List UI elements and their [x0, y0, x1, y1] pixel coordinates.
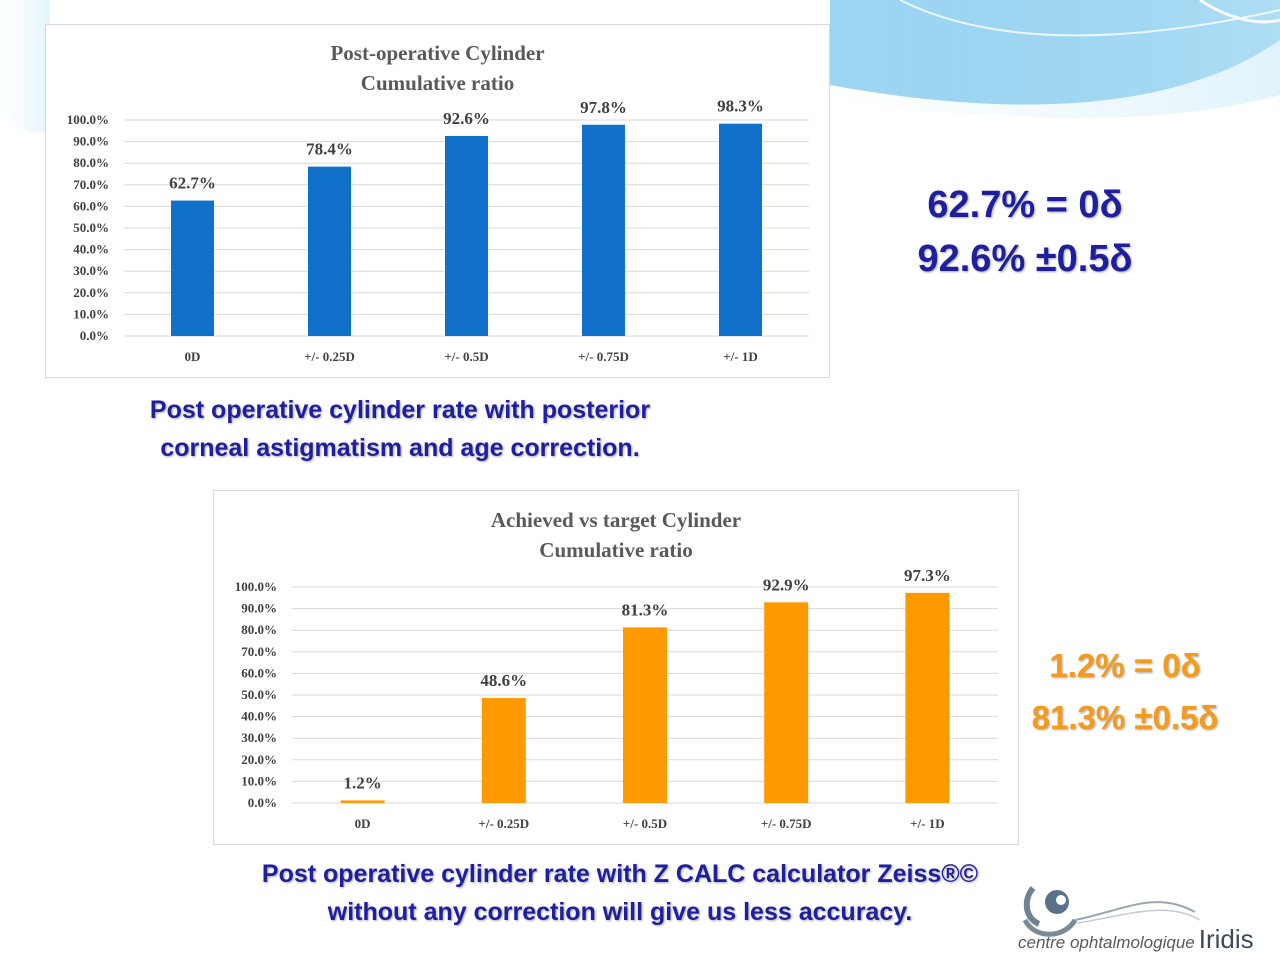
chart2-data-label-3: 81.3% [622, 600, 669, 619]
chart1-y-tick-label: 30.0% [73, 263, 109, 278]
summary-posterior-correction: 62.7% = 0δ 92.6% ±0.5δ [880, 178, 1170, 286]
chart1-bar-4 [582, 124, 625, 336]
chart1-category-label-2: +/- 0.25D [304, 349, 355, 364]
chart1-title-line1: Post-operative Cylinder [330, 41, 544, 65]
chart2-bar-2 [481, 698, 526, 803]
summary2-line2: 81.3% ±0.5δ [1031, 699, 1219, 736]
chart1-bar-3 [445, 135, 488, 336]
chart-achieved-vs-target-cylinder: Achieved vs target Cylinder Cumulative ra… [213, 490, 1019, 845]
chart1-data-label-2: 78.4% [306, 140, 353, 159]
logo-subtitle: centre ophtalmologique [1018, 933, 1195, 952]
chart2-y-tick-label: 50.0% [241, 687, 277, 702]
chart2-bar-3 [623, 627, 667, 803]
chart1-y-tick-label: 50.0% [73, 220, 109, 235]
chart1-svg: Post-operative Cylinder Cumulative ratio 0… [67, 41, 809, 364]
chart2-y-tick-label: 40.0% [241, 709, 277, 724]
chart-post-operative-cylinder: Post-operative Cylinder Cumulative ratio 0… [45, 24, 830, 378]
chart1-bar-5 [719, 123, 762, 336]
summary2-line1: 1.2% = 0δ [1049, 647, 1201, 684]
logo-text: centre ophtalmologique Iridis [1018, 924, 1268, 955]
chart1-category-label-3: +/- 0.5D [444, 349, 488, 364]
chart2-y-tick-label: 20.0% [241, 752, 277, 767]
chart2-bar-5 [905, 592, 950, 803]
summary1-line2: 92.6% ±0.5δ [917, 238, 1133, 280]
chart2-data-label-4: 92.9% [763, 575, 810, 594]
chart2-y-tick-label: 90.0% [241, 601, 277, 616]
chart2-y-tick-label: 0.0% [248, 795, 277, 810]
chart2-title-line1: Achieved vs target Cylinder [491, 508, 741, 532]
chart2-y-tick-label: 10.0% [241, 773, 277, 788]
chart2-svg: Achieved vs target Cylinder Cumulative ra… [235, 508, 998, 831]
chart1-y-tick-label: 20.0% [73, 285, 109, 300]
chart2-caption-line2: without any correction will give us less… [327, 898, 913, 926]
chart1-y-tick-label: 70.0% [73, 177, 109, 192]
chart2-data-label-2: 48.6% [480, 671, 527, 690]
chart2-title-line2: Cumulative ratio [539, 538, 692, 562]
chart2-category-label-5: +/- 1D [910, 816, 945, 831]
chart1-y-tick-label: 10.0% [73, 306, 109, 321]
chart2-y-tick-label: 30.0% [241, 730, 277, 745]
chart1-y-tick-label: 100.0% [67, 112, 109, 127]
chart2-caption-line1: Post operative cylinder rate with Z CALC… [261, 860, 979, 888]
chart2-y-tick-label: 80.0% [241, 622, 277, 637]
logo-brand: Iridis [1198, 924, 1254, 954]
chart1-category-label-4: +/- 0.75D [578, 349, 629, 364]
chart1-y-tick-label: 90.0% [73, 134, 109, 149]
chart1-y-tick-label: 60.0% [73, 198, 109, 213]
chart1-y-tick-label: 80.0% [73, 155, 109, 170]
chart2-bar-1 [340, 800, 385, 803]
chart1-bar-2 [308, 166, 351, 336]
chart2-data-label-1: 1.2% [343, 773, 381, 792]
chart1-category-label-5: +/- 1D [723, 349, 758, 364]
chart1-title-line2: Cumulative ratio [361, 71, 514, 95]
chart1-data-label-5: 98.3% [717, 97, 764, 116]
chart1-data-label-4: 97.8% [580, 98, 627, 117]
chart1-bar-1 [171, 200, 214, 336]
chart2-caption: Post operative cylinder rate with Z CALC… [195, 855, 1045, 931]
chart2-category-label-3: +/- 0.5D [623, 816, 667, 831]
chart2-y-tick-label: 70.0% [241, 644, 277, 659]
chart1-y-tick-label: 0.0% [80, 328, 109, 343]
chart2-category-label-4: +/- 0.75D [761, 816, 812, 831]
chart2-category-label-1: 0D [355, 816, 371, 831]
chart2-data-label-5: 97.3% [904, 566, 951, 585]
eye-logo-icon [1022, 886, 1201, 937]
chart1-data-label-3: 92.6% [443, 109, 490, 128]
chart1-caption: Post operative cylinder rate with poster… [95, 391, 705, 467]
chart1-category-label-1: 0D [185, 349, 201, 364]
chart2-y-tick-label: 60.0% [241, 665, 277, 680]
chart2-bar-4 [764, 602, 809, 803]
summary1-line1: 62.7% = 0δ [927, 184, 1123, 226]
chart2-y-tick-label: 100.0% [235, 579, 277, 594]
chart1-data-label-1: 62.7% [169, 174, 216, 193]
chart1-y-tick-label: 40.0% [73, 242, 109, 257]
chart2-category-label-2: +/- 0.25D [478, 816, 529, 831]
chart1-caption-line1: Post operative cylinder rate with poster… [149, 396, 651, 424]
summary-zcalc: 1.2% = 0δ 81.3% ±0.5δ [995, 640, 1255, 744]
chart1-caption-line2: corneal astigmatism and age correction. [160, 434, 640, 462]
